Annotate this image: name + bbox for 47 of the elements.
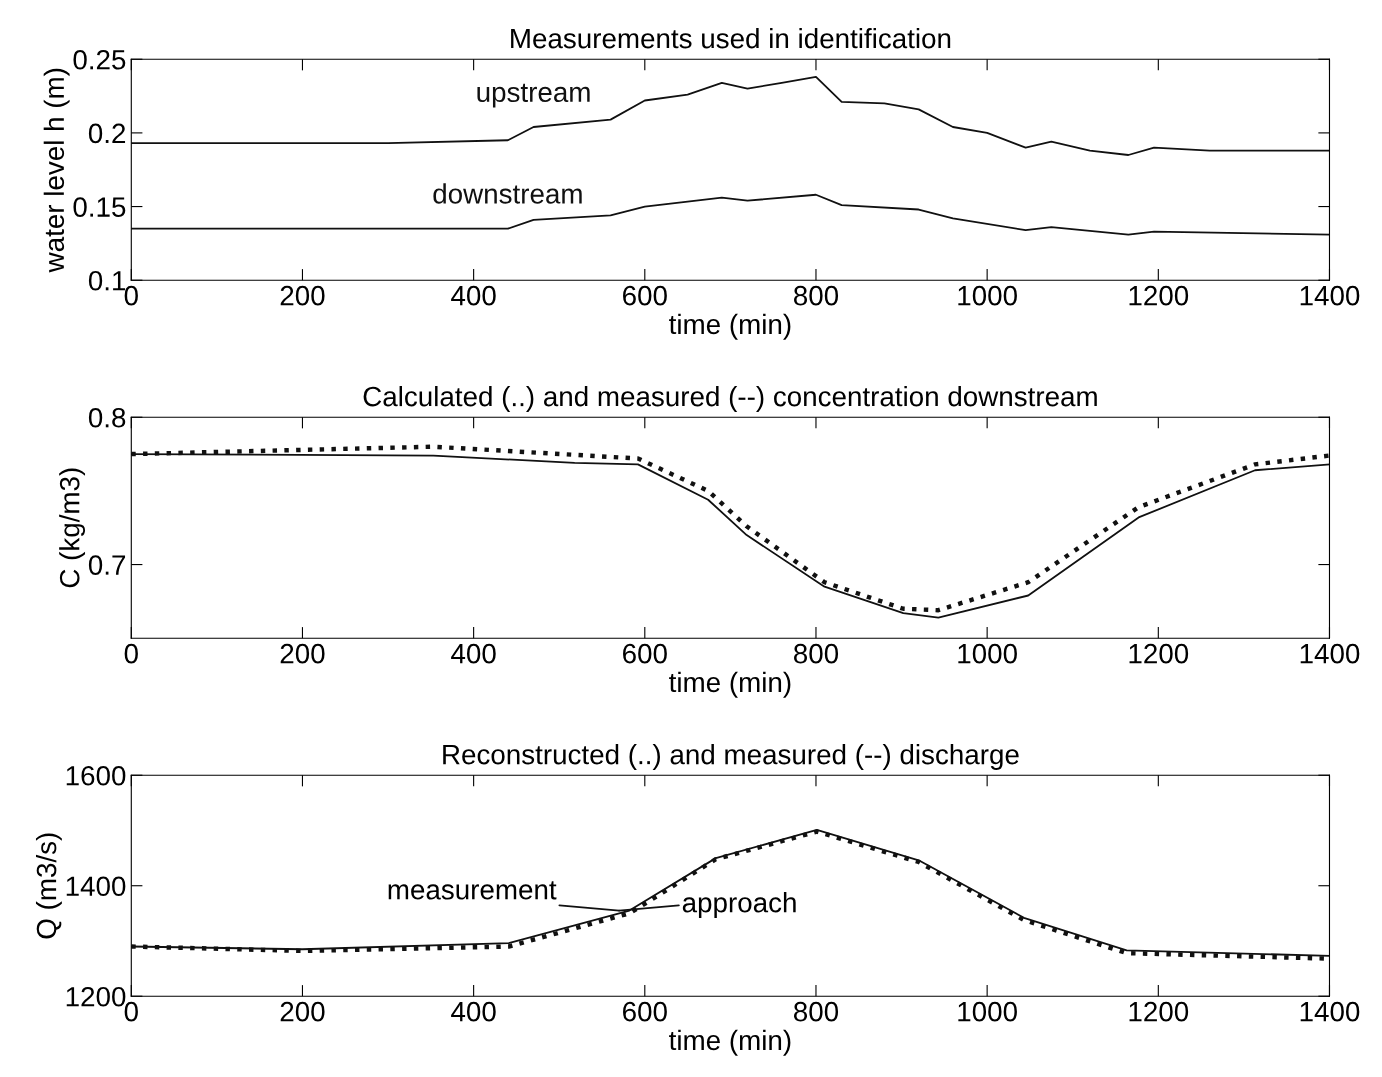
x-tick-label: 1200 <box>1129 1001 1189 1022</box>
y-tick-label: 1400 <box>66 876 126 897</box>
y-tick-label: 1200 <box>66 986 126 1007</box>
x-tick-label: 0 <box>124 1001 138 1022</box>
x-tick-label: 600 <box>623 643 667 664</box>
x-tick-label: 800 <box>794 1001 839 1022</box>
chart-title: Calculated (..) and measured (--) concentration downstream <box>363 385 1097 412</box>
y-tick-label: 0.25 <box>73 49 126 70</box>
x-tick-label: 200 <box>280 285 325 306</box>
chart-title: Reconstructed (..) and measured (--) discharge <box>443 744 1019 770</box>
y-axis-title: water level h (m) <box>43 68 70 273</box>
x-tick-label: 1400 <box>1300 643 1360 664</box>
x-tick-label: 1000 <box>958 643 1017 664</box>
y-tick-label: 0.8 <box>88 407 126 428</box>
x-tick-label: 600 <box>623 285 667 306</box>
x-tick-label: 1000 <box>958 1001 1017 1022</box>
x-axis-title: time (min) <box>669 313 791 340</box>
x-tick-label: 200 <box>280 1001 325 1022</box>
annotation: approach <box>682 892 796 918</box>
y-tick-label: 0.15 <box>73 197 126 217</box>
x-tick-label: 800 <box>794 643 839 664</box>
x-tick-label: 800 <box>794 285 839 306</box>
series-label: downstream <box>433 183 582 204</box>
series-label: upstream <box>477 83 590 108</box>
x-tick-label: 0 <box>124 643 138 664</box>
x-tick-label: 1200 <box>1129 285 1189 306</box>
x-tick-label: 1400 <box>1300 285 1360 306</box>
x-tick-label: 400 <box>451 643 496 664</box>
y-tick-label: 0.2 <box>88 123 126 144</box>
y-axis-title: Q (m3/s) <box>35 833 62 939</box>
x-tick-label: 1200 <box>1129 643 1189 664</box>
x-tick-label: 400 <box>451 285 496 306</box>
x-tick-label: 200 <box>280 643 325 664</box>
y-tick-label: 0.7 <box>88 555 126 575</box>
x-axis-title: time (min) <box>669 1029 791 1056</box>
x-tick-label: 400 <box>451 1001 496 1022</box>
chart-title: Measurements used in identification <box>511 27 951 49</box>
x-axis-title: time (min) <box>669 671 791 698</box>
y-axis-title: C (kg/m3) <box>59 468 86 588</box>
x-tick-label: 600 <box>623 1001 667 1022</box>
annotation: measurement <box>388 881 557 900</box>
y-tick-label: 0.1 <box>88 270 126 291</box>
x-tick-label: 1400 <box>1300 1001 1360 1022</box>
x-tick-label: 1000 <box>958 285 1017 306</box>
y-tick-label: 1600 <box>66 765 126 786</box>
x-tick-label: 0 <box>124 285 138 306</box>
line-series <box>131 76 1330 156</box>
